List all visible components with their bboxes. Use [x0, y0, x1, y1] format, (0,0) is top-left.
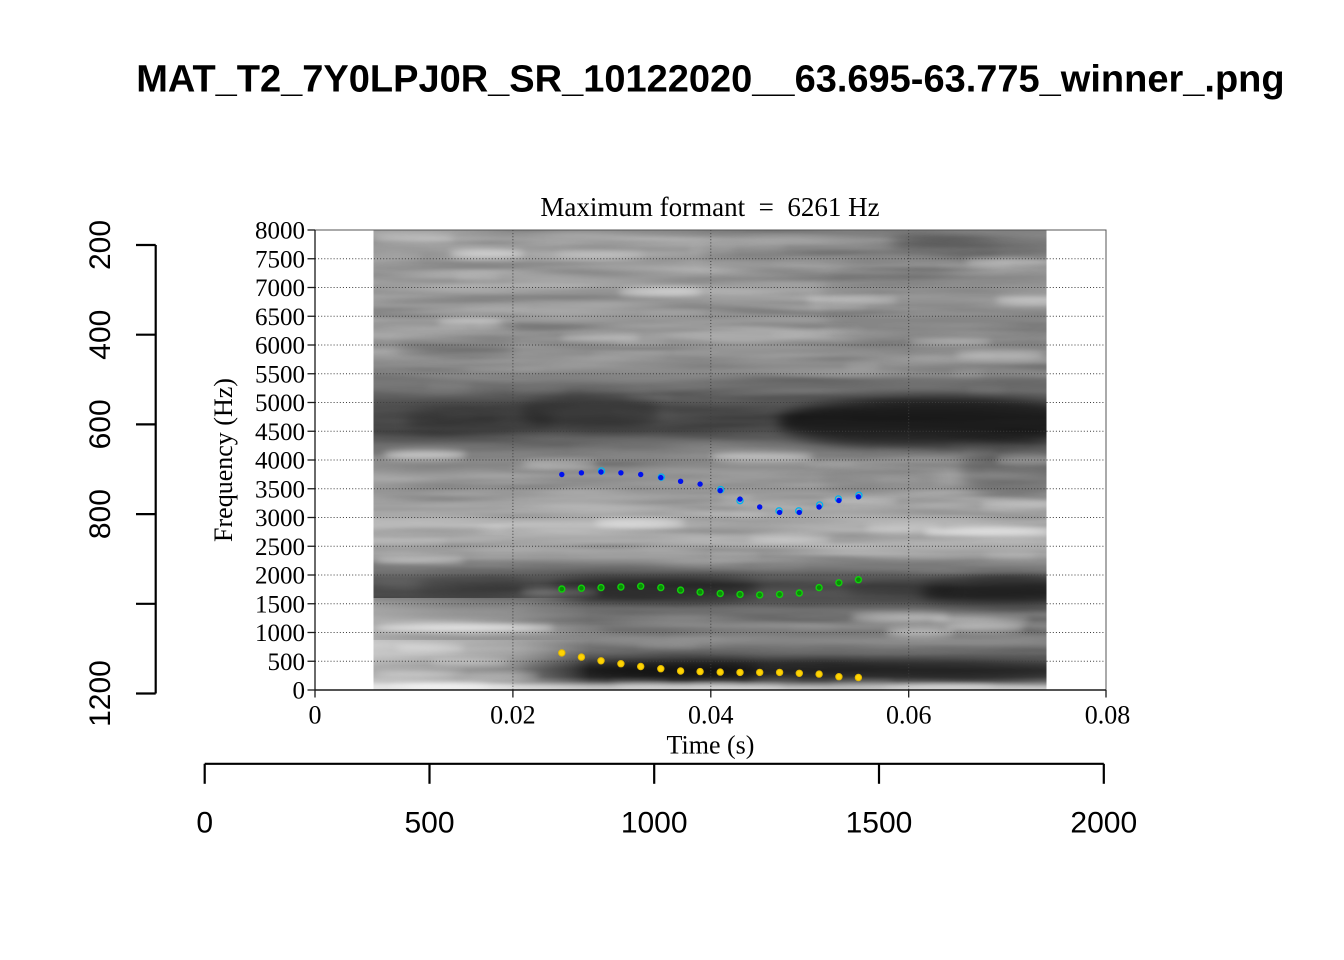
svg-text:0.02: 0.02	[490, 701, 536, 730]
svg-text:800: 800	[84, 489, 117, 539]
svg-text:7500: 7500	[255, 246, 305, 273]
svg-text:5000: 5000	[255, 390, 305, 417]
svg-text:6000: 6000	[255, 333, 305, 360]
svg-text:0.08: 0.08	[1085, 701, 1131, 730]
svg-text:0.06: 0.06	[886, 701, 932, 730]
svg-text:4000: 4000	[255, 448, 305, 475]
svg-text:500: 500	[404, 807, 454, 840]
svg-text:Time (s): Time (s)	[667, 731, 755, 760]
svg-text:Frequency (Hz): Frequency (Hz)	[209, 378, 238, 542]
svg-text:0: 0	[196, 807, 213, 840]
svg-text:2000: 2000	[1070, 807, 1137, 840]
svg-text:3500: 3500	[255, 476, 305, 503]
svg-text:7000: 7000	[255, 275, 305, 302]
svg-text:500: 500	[268, 649, 306, 676]
svg-text:0: 0	[293, 678, 306, 705]
svg-text:4500: 4500	[255, 419, 305, 446]
svg-text:5500: 5500	[255, 361, 305, 388]
svg-text:2000: 2000	[255, 563, 305, 590]
svg-text:200: 200	[84, 220, 117, 270]
svg-text:2500: 2500	[255, 534, 305, 561]
svg-text:0: 0	[309, 701, 322, 730]
svg-text:1000: 1000	[621, 807, 688, 840]
svg-text:Maximum formant = 6261 Hz: Maximum formant = 6261 Hz	[540, 192, 879, 222]
svg-text:1200: 1200	[84, 660, 117, 727]
svg-text:600: 600	[84, 399, 117, 449]
svg-text:1500: 1500	[255, 591, 305, 618]
svg-text:1000: 1000	[255, 620, 305, 647]
svg-text:3000: 3000	[255, 505, 305, 532]
svg-text:8000: 8000	[255, 218, 305, 245]
svg-text:6500: 6500	[255, 304, 305, 331]
svg-text:MAT_T2_7Y0LPJ0R_SR_10122020__6: MAT_T2_7Y0LPJ0R_SR_10122020__63.695-63.7…	[136, 59, 1284, 101]
svg-text:0.04: 0.04	[688, 701, 734, 730]
svg-text:400: 400	[84, 310, 117, 360]
svg-text:1500: 1500	[846, 807, 913, 840]
